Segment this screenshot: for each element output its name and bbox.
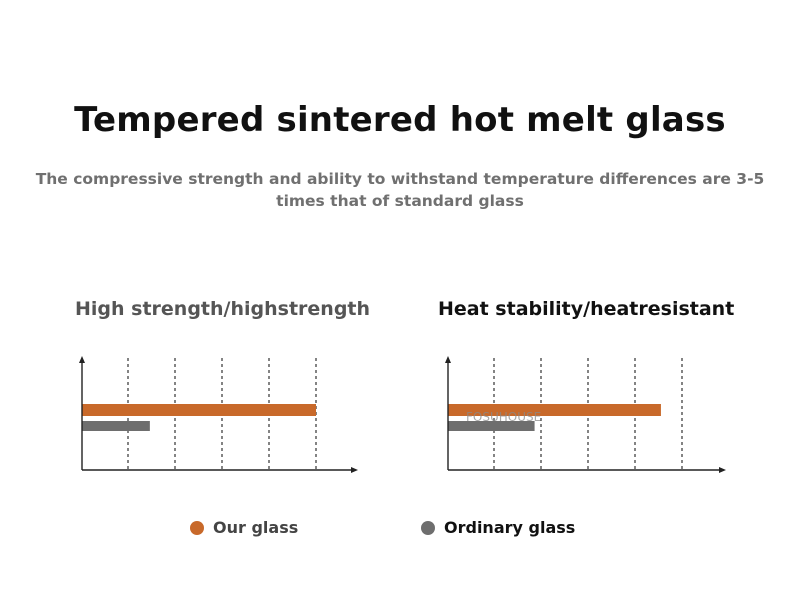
x-axis-arrow [351, 467, 358, 473]
legend-dot-ordinary-glass [421, 520, 435, 535]
legend-item-ordinary-glass: Ordinary glass [421, 518, 575, 537]
watermark: FOSUHOUSE [466, 410, 541, 424]
legend-dot-our-glass [190, 520, 204, 535]
y-axis-arrow [445, 356, 451, 363]
bar-our-glass [448, 404, 661, 416]
page-title: Tempered sintered hot melt glass [74, 100, 726, 140]
chart-title-heat: Heat stability/heatresistant [438, 298, 735, 320]
chart-title-strength: High strength/highstrength [75, 298, 371, 320]
legend-label-our-glass: Our glass [213, 518, 299, 537]
legend-label-ordinary-glass: Ordinary glass [444, 518, 576, 537]
legend-item-our-glass: Our glass [190, 518, 298, 537]
bar-ordinary-glass [82, 421, 150, 431]
x-axis-arrow [719, 467, 726, 473]
page-subtitle: The compressive strength and ability to … [35, 170, 765, 210]
bar-ordinary-glass [448, 421, 535, 431]
bar-our-glass [82, 404, 316, 416]
y-axis-arrow [79, 356, 85, 363]
